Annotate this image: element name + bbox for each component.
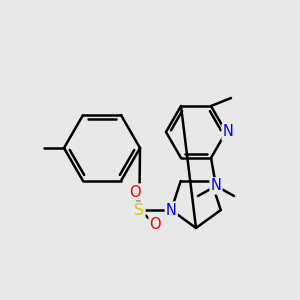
Text: O: O: [130, 184, 141, 200]
Text: N: N: [166, 202, 177, 217]
Text: S: S: [134, 202, 144, 217]
Text: O: O: [149, 217, 161, 232]
Text: N: N: [223, 124, 233, 140]
Text: N: N: [211, 178, 221, 194]
